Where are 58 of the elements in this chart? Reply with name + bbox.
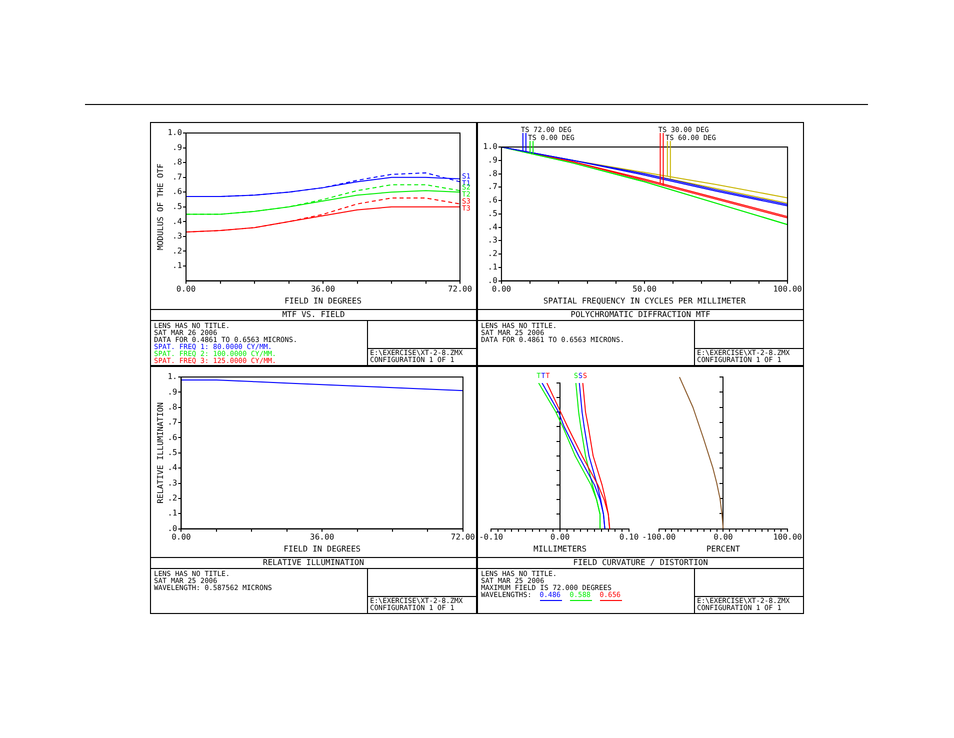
- y-tick-label: .9: [172, 142, 182, 152]
- y-tick-label: .4: [172, 216, 182, 226]
- y-tick-label: .2: [488, 249, 498, 258]
- x-tick-label: 36.00: [310, 532, 334, 542]
- x-tick-label: 100.00: [773, 532, 802, 542]
- y-axis-title: RELATIVE ILLUMINATION: [156, 402, 165, 504]
- y-tick-label: .6: [168, 432, 178, 442]
- y-tick-label: .8: [488, 168, 498, 178]
- y-tick-label: 1.: [168, 372, 178, 382]
- text: FIELD CURVATURE / DISTORTION: [478, 557, 803, 569]
- x-tick-label: -100.00: [642, 532, 676, 542]
- y-tick-label: .1: [488, 262, 498, 272]
- y-tick-label: .6: [172, 187, 182, 196]
- y-tick-label: .8: [172, 158, 182, 167]
- y-tick-label: .4: [168, 463, 178, 472]
- y-tick-label: .5: [168, 448, 178, 457]
- x-tick-label: 72.00: [450, 532, 476, 542]
- y-tick-label: .7: [172, 172, 182, 182]
- y-tick-label: .3: [172, 232, 182, 241]
- y-tick-label: 1.0: [168, 128, 182, 138]
- y-tick-label: .0: [488, 276, 498, 285]
- y-tick-label: .7: [488, 182, 498, 192]
- y-axis-title: MODULUS OF THE OTF: [156, 163, 165, 250]
- x-tick-label: 0.10: [619, 532, 639, 542]
- x-tick-label: -0.10: [478, 532, 504, 542]
- y-tick-label: .1: [168, 508, 178, 518]
- y-tick-label: .0: [168, 524, 178, 533]
- x-tick-label: 36.00: [310, 284, 336, 294]
- y-tick-label: .3: [488, 236, 498, 245]
- y-tick-label: .3: [168, 478, 178, 488]
- y-tick-label: .9: [488, 155, 498, 164]
- x-tick-label: 0.00: [172, 532, 192, 542]
- x-axis-title: FIELD IN DEGREES: [284, 296, 362, 306]
- x-tick-label: 100.00: [773, 284, 802, 294]
- y-tick-label: .2: [168, 494, 178, 503]
- x-axis-title: PERCENT: [706, 544, 740, 554]
- y-tick-label: .4: [488, 222, 498, 232]
- text: POLYCHROMATIC DIFFRACTION MTF: [478, 309, 803, 321]
- y-tick-label: .5: [488, 208, 498, 218]
- x-tick-label: 0.00: [550, 532, 570, 542]
- x-axis-title: FIELD IN DEGREES: [284, 544, 361, 554]
- y-tick-label: .6: [488, 196, 498, 205]
- y-tick-label: .5: [172, 202, 182, 211]
- text: RELATIVE ILLUMINATION: [151, 557, 476, 569]
- text: MTF VS. FIELD: [151, 309, 476, 321]
- x-tick-label: 0.00: [714, 532, 734, 542]
- x-axis-title: MILLIMETERS: [534, 544, 587, 554]
- x-axis-title: SPATIAL FREQUENCY IN CYCLES PER MILLIMETER: [543, 296, 746, 306]
- y-tick-label: .2: [172, 246, 182, 256]
- x-tick-label: 0.00: [176, 284, 196, 294]
- y-tick-label: .1: [172, 261, 182, 270]
- x-tick-label: 0.00: [492, 284, 512, 294]
- x-tick-label: 50.00: [632, 284, 657, 294]
- y-tick-label: 1.0: [482, 142, 498, 152]
- y-tick-label: .8: [168, 402, 178, 412]
- y-tick-label: .7: [168, 418, 178, 427]
- y-tick-label: .9: [168, 387, 178, 396]
- x-tick-label: 72.00: [448, 284, 472, 294]
